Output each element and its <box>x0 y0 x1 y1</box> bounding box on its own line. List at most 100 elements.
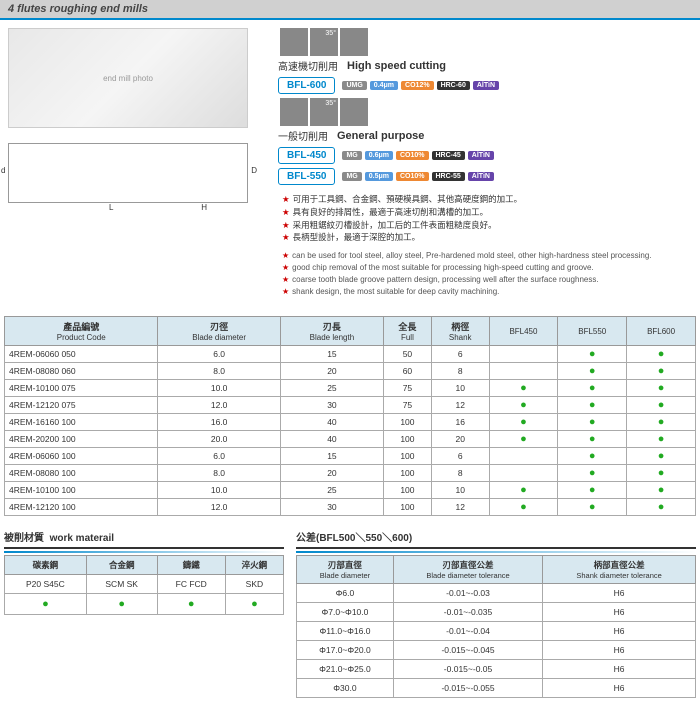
td: 10.0 <box>158 482 281 499</box>
tech-drawing: d D H L <box>8 143 248 203</box>
td: ● <box>489 380 558 397</box>
td: ● <box>627 448 696 465</box>
td: 8.0 <box>158 363 281 380</box>
td: Φ6.0 <box>297 584 394 603</box>
bottom-section: 被削材質 work materail 碳素鋼合金鋼鑄鐵淬火鋼 P20 S45CS… <box>0 526 700 708</box>
td: 75 <box>383 397 431 414</box>
td: 10 <box>431 482 489 499</box>
td: ● <box>5 594 87 615</box>
spec-tag: MG <box>342 151 361 160</box>
spec-tag: 0.6μm <box>365 151 393 160</box>
table-row: 4REM-10100 07510.0257510●●● <box>5 380 696 397</box>
td: ● <box>627 363 696 380</box>
td: 100 <box>383 414 431 431</box>
icon-row: 35° <box>278 28 692 58</box>
td: -0.01~-0.035 <box>393 603 542 622</box>
td: 4REM-12120 100 <box>5 499 158 516</box>
td: ● <box>558 431 627 448</box>
td: ● <box>627 346 696 363</box>
td: 6.0 <box>158 448 281 465</box>
td: 16.0 <box>158 414 281 431</box>
td: ● <box>627 499 696 516</box>
td: -0.01~-0.03 <box>393 584 542 603</box>
td: -0.015~-0.055 <box>393 679 542 698</box>
tolerance-block: 公差(BFL500＼550＼600) 刃部直徑Blade diameter刃部直… <box>296 526 696 698</box>
th: 合金鋼 <box>86 556 157 575</box>
td: Φ7.0~Φ10.0 <box>297 603 394 622</box>
td: 4REM-06060 100 <box>5 448 158 465</box>
table-row: 4REM-08080 1008.0201008●● <box>5 465 696 482</box>
left-column: end mill photo d D H L <box>8 28 268 298</box>
td: 8.0 <box>158 465 281 482</box>
td: ● <box>489 397 558 414</box>
page-title: 4 flutes roughing end mills <box>0 0 700 20</box>
feature-cn: ★長柄型設計，最適于深腔的加工。 <box>282 231 688 244</box>
icon-row: 35° <box>278 98 692 128</box>
feature-cn: ★采用粗鋸紋刃槽設計，加工后的工件表面粗糙度良好。 <box>282 219 688 232</box>
td: 25 <box>280 482 383 499</box>
td <box>489 346 558 363</box>
th: BFL450 <box>489 317 558 346</box>
td: 40 <box>280 414 383 431</box>
td: SCM SK <box>86 575 157 594</box>
th: BFL600 <box>627 317 696 346</box>
material-title: 被削材質 work materail <box>4 526 284 549</box>
model-badge: BFL-600 <box>278 77 335 94</box>
td: ● <box>627 380 696 397</box>
td: 6 <box>431 448 489 465</box>
feature-cn: ★具有良好的排屑性，最適于高速切削和溝槽的加工。 <box>282 206 688 219</box>
spec-en: High speed cutting <box>347 60 446 72</box>
td: ● <box>489 482 558 499</box>
table-row: Φ21.0~Φ25.0-0.015~-0.05H6 <box>297 660 696 679</box>
td: ● <box>558 499 627 516</box>
th: 刃徑Blade diameter <box>158 317 281 346</box>
td: ● <box>627 414 696 431</box>
td: ● <box>86 594 157 615</box>
table-row: Φ7.0~Φ10.0-0.01~-0.035H6 <box>297 603 696 622</box>
spec-tag: MG <box>342 172 361 181</box>
spec-tag: 0.5μm <box>365 172 393 181</box>
td: H6 <box>543 584 696 603</box>
spec-tag: HRC-60 <box>437 81 470 90</box>
feature-en: ★coarse tooth blade groove pattern desig… <box>282 274 688 286</box>
td: ● <box>489 414 558 431</box>
model-badge: BFL-550 <box>278 168 335 185</box>
td: 60 <box>383 363 431 380</box>
spec-tag: 0.4μm <box>370 81 398 90</box>
th: 刃長Blade length <box>280 317 383 346</box>
td: 12.0 <box>158 499 281 516</box>
td: ● <box>627 397 696 414</box>
td: 10.0 <box>158 380 281 397</box>
table-row: 4REM-06060 1006.0151006●● <box>5 448 696 465</box>
td: P20 S45C <box>5 575 87 594</box>
td: 20.0 <box>158 431 281 448</box>
td: Φ21.0~Φ25.0 <box>297 660 394 679</box>
th: 刃部直徑公差Blade diameter tolerance <box>393 556 542 584</box>
td: 25 <box>280 380 383 397</box>
td: ● <box>489 431 558 448</box>
td: 4REM-10100 075 <box>5 380 158 397</box>
table-row: P20 S45CSCM SKFC FCDSKD <box>5 575 284 594</box>
td: 10 <box>431 380 489 397</box>
table-row: 4REM-20200 10020.04010020●●● <box>5 431 696 448</box>
td: 15 <box>280 448 383 465</box>
th: 柄徑Shank <box>431 317 489 346</box>
td: H6 <box>543 679 696 698</box>
spec-tag: CO12% <box>401 81 434 90</box>
td: 4REM-12120 075 <box>5 397 158 414</box>
td: 20 <box>280 465 383 482</box>
td: Φ11.0~Φ16.0 <box>297 622 394 641</box>
td: H6 <box>543 603 696 622</box>
table-row: 4REM-12120 10012.03010012●●● <box>5 499 696 516</box>
top-section: end mill photo d D H L 35°高速機切削用High spe… <box>0 20 700 306</box>
td: H6 <box>543 641 696 660</box>
td: 100 <box>383 431 431 448</box>
angle-icon: 35° <box>310 98 338 126</box>
td: 8 <box>431 363 489 380</box>
spec-tag: CO10% <box>396 151 429 160</box>
profile-icon <box>340 28 368 56</box>
td: ● <box>489 499 558 516</box>
td <box>489 448 558 465</box>
td <box>489 363 558 380</box>
td: ● <box>627 431 696 448</box>
